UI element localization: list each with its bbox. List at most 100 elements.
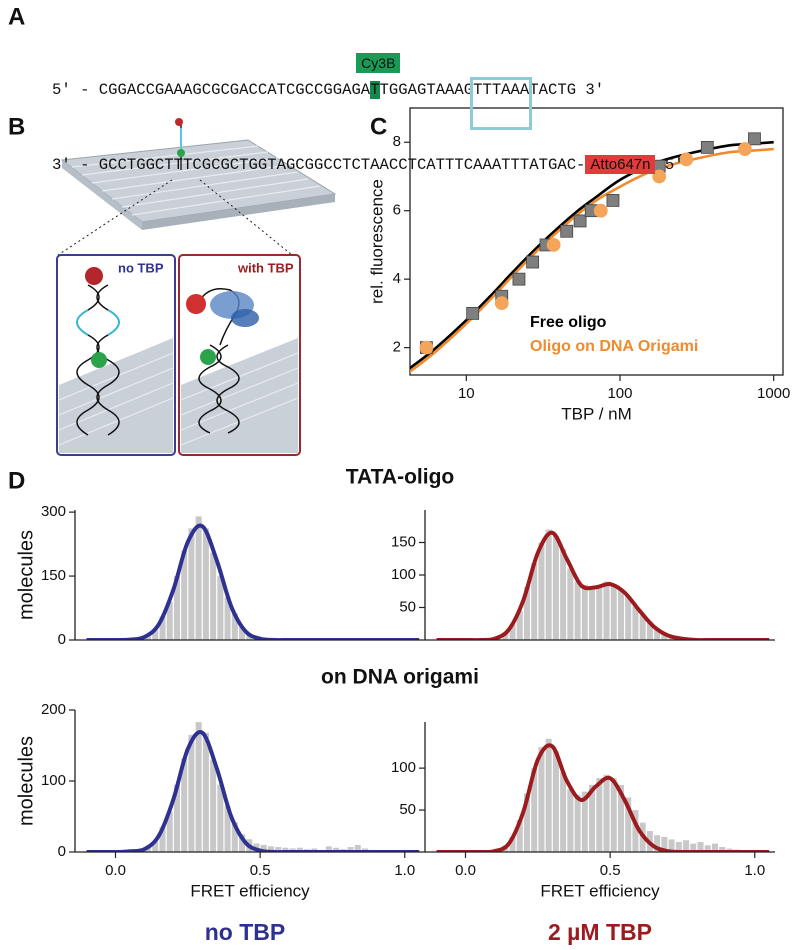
- y-tick-label: 2: [393, 339, 401, 356]
- sequence: 5' - CGGACCGAAAGCGCGACCATCGCCGGAGAT Cy3B T…: [52, 28, 684, 203]
- data-point: [606, 194, 620, 207]
- x-tick-label: 0.0: [105, 862, 126, 879]
- labeled-base: T: [370, 81, 380, 99]
- x-tick-label: 100: [607, 385, 632, 402]
- bar: [509, 624, 516, 640]
- bar: [552, 536, 559, 640]
- data-point: [573, 214, 587, 228]
- bar: [333, 847, 340, 852]
- bar: [589, 588, 596, 640]
- bar: [581, 584, 588, 640]
- bar: [275, 847, 282, 852]
- data-point: [679, 152, 694, 167]
- x-tick-label: 1.0: [394, 862, 415, 879]
- y-tick-label: 150: [391, 533, 416, 550]
- bar: [675, 841, 682, 852]
- bar: [552, 751, 559, 852]
- column-label: no TBP: [205, 919, 286, 945]
- seq-part: TGGAGTAAAG: [379, 81, 474, 99]
- seq-part: ATGAC-: [529, 156, 586, 174]
- bar: [617, 784, 624, 852]
- column-label: 2 µM TBP: [548, 919, 652, 945]
- x-axis-label: FRET efficiency: [190, 881, 310, 900]
- illustration-label: no TBP: [118, 260, 164, 275]
- data-point: [466, 306, 480, 320]
- bar: [152, 629, 159, 640]
- bar: [639, 615, 646, 640]
- bar: [195, 516, 202, 640]
- plot-frame: [409, 107, 784, 376]
- y-tick-label: 0: [58, 843, 66, 860]
- bar: [173, 784, 180, 852]
- bar: [596, 584, 603, 640]
- bar: [704, 845, 711, 852]
- y-axis-label: molecules: [15, 530, 37, 620]
- x-tick-label: 1000: [757, 385, 790, 402]
- x-tick-label: 0.5: [250, 862, 271, 879]
- bar: [617, 589, 624, 640]
- y-tick-label: 50: [399, 598, 416, 615]
- bar: [711, 843, 718, 852]
- bar: [654, 835, 661, 852]
- bar: [545, 738, 552, 852]
- seq-part: AAATTT: [473, 156, 530, 174]
- bar: [210, 759, 217, 852]
- bar: [632, 606, 639, 640]
- y-tick-label: 6: [393, 202, 401, 219]
- bar: [217, 784, 224, 852]
- data-point: [512, 272, 526, 286]
- data-point: [560, 224, 574, 238]
- bar: [567, 568, 574, 640]
- bar: [574, 581, 581, 640]
- bar: [719, 846, 726, 852]
- bar: [188, 734, 195, 852]
- data-point: [700, 140, 714, 154]
- seq-part: 5' - CGGACCGAAAGCGCGACCATCGCCGGAGA: [52, 81, 371, 99]
- bar: [531, 563, 538, 640]
- bar: [589, 784, 596, 852]
- chart-title: on DNA origami: [321, 666, 479, 689]
- x-tick-label: 10: [458, 385, 475, 402]
- bar: [661, 836, 668, 852]
- bar: [596, 778, 603, 852]
- bar: [202, 732, 209, 852]
- y-tick-label: 300: [41, 503, 66, 520]
- y-tick-label: 150: [41, 567, 66, 584]
- bar: [697, 841, 704, 852]
- bar: [545, 529, 552, 640]
- bar: [683, 840, 690, 852]
- bar: [159, 827, 166, 852]
- bar: [166, 601, 173, 640]
- bar: [217, 576, 224, 640]
- bar: [224, 805, 231, 852]
- fit-curve: [86, 730, 420, 852]
- panel-label: C: [370, 113, 387, 140]
- bar: [690, 843, 697, 852]
- bar: [239, 834, 246, 852]
- data-point: [652, 169, 667, 184]
- bar: [239, 627, 246, 640]
- data-point: [593, 203, 608, 218]
- bar: [159, 616, 166, 640]
- data-point: [546, 238, 561, 252]
- bar: [560, 772, 567, 852]
- seq-part: 3' - GCCTGGCTTTCGCGCTGGTAGCGGCCTCTAACCTC…: [52, 156, 474, 174]
- y-axis-label: rel. fluorescence: [367, 179, 386, 304]
- y-axis-label: molecules: [15, 736, 37, 826]
- sequence-bottom: 3' - GCCTGGCTTTCGCGCTGGTAGCGGCCTCTAACCTC…: [52, 153, 684, 178]
- data-point: [494, 296, 509, 311]
- seq-part: TACTG 3': [529, 81, 605, 99]
- x-tick-label: 0.0: [455, 862, 476, 879]
- bar: [325, 846, 332, 852]
- bar: [502, 633, 509, 640]
- x-tick-label: 1.0: [744, 862, 765, 879]
- sequence-top: 5' - CGGACCGAAAGCGCGACCATCGCCGGAGAT Cy3B T…: [52, 53, 684, 103]
- origami-illustration: no TBP with TBP: [56, 118, 337, 456]
- bar: [625, 595, 632, 640]
- x-tick-label: 0.5: [600, 862, 621, 879]
- bar: [567, 789, 574, 852]
- illustration-label: with TBP: [237, 260, 294, 275]
- panel-label: A: [8, 3, 25, 30]
- bar: [267, 846, 274, 852]
